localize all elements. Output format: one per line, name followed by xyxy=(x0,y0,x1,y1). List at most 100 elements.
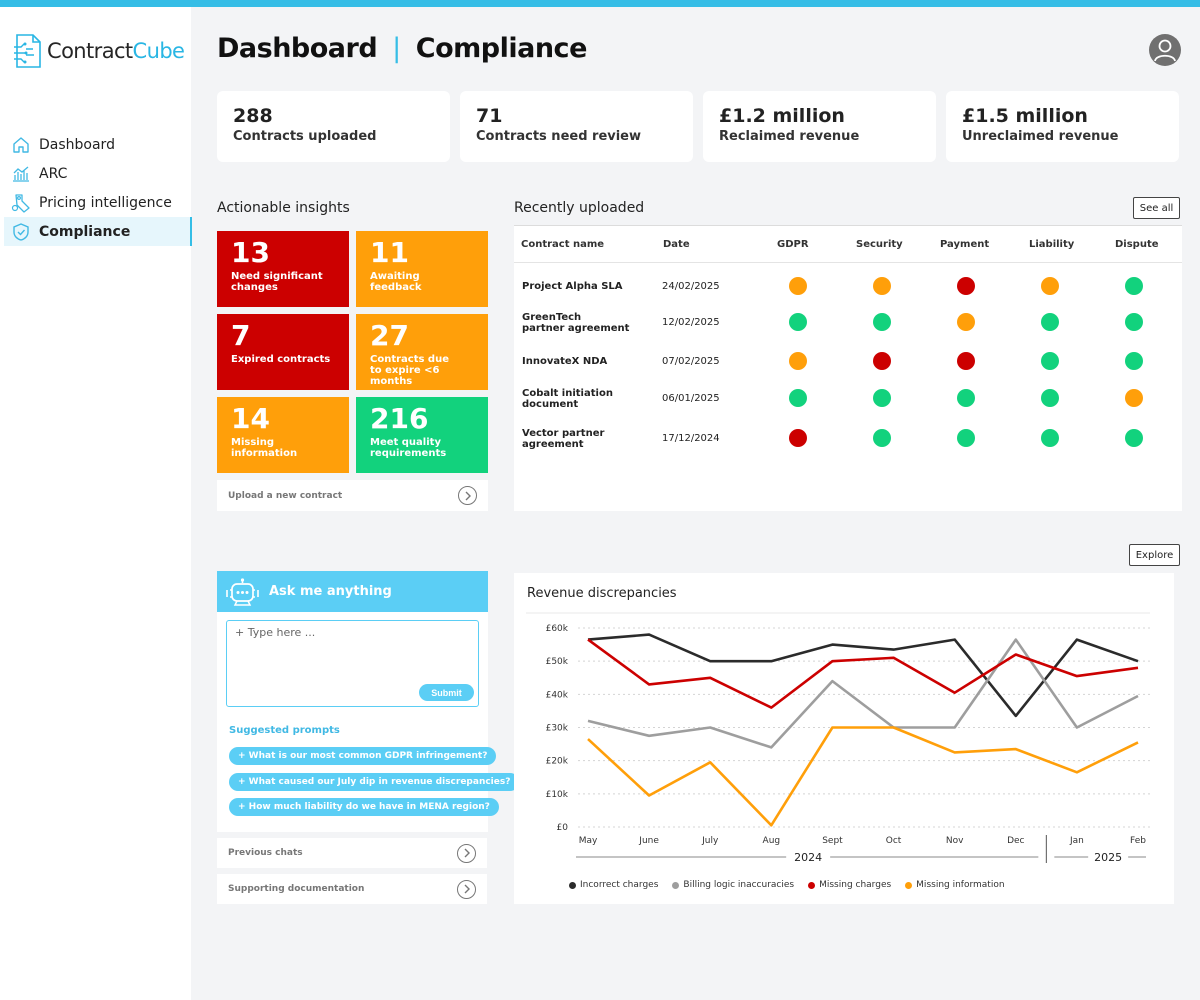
contract-name: Cobalt initiation document xyxy=(522,388,613,410)
x-tick-label: Aug xyxy=(763,836,781,846)
y-tick-label: £0 xyxy=(557,823,569,833)
sidebar-item-dashboard[interactable]: Dashboard xyxy=(0,130,191,159)
robot-icon xyxy=(226,577,259,606)
stat-card-contracts-uploaded[interactable]: 288 Contracts uploaded xyxy=(217,91,450,162)
recent-title: Recently uploaded xyxy=(514,200,645,216)
ask-header: Ask me anything xyxy=(217,571,488,612)
suggested-prompt-gdpr[interactable]: + What is our most common GDPR infringem… xyxy=(229,747,497,765)
column-header-payment: Payment xyxy=(940,239,990,250)
table-row[interactable]: Cobalt initiation document 06/01/2025 xyxy=(514,386,1182,410)
tile-value: 11 xyxy=(370,236,409,269)
x-tick-label: Nov xyxy=(946,836,964,846)
column-header-gdpr: GDPR xyxy=(777,239,809,250)
legend-item: Incorrect charges xyxy=(569,880,658,890)
table-row[interactable]: GreenTech partner agreement 12/02/2025 xyxy=(514,310,1182,334)
legend-label: Missing information xyxy=(916,880,1005,890)
legend-dot xyxy=(905,881,913,889)
legend-label: Billing logic inaccuracies xyxy=(683,880,795,890)
table-header-divider xyxy=(514,262,1182,263)
explore-button[interactable]: Explore xyxy=(1129,544,1180,566)
tile-label: Awaiting feedback xyxy=(370,271,422,293)
column-header-dispute: Dispute xyxy=(1115,239,1159,250)
y-tick-label: £30k xyxy=(546,724,569,734)
stat-card-contracts-need-review[interactable]: 71 Contracts need review xyxy=(460,91,693,162)
x-tick-label: Dec xyxy=(1007,836,1024,846)
stat-label: Contracts uploaded xyxy=(233,129,377,144)
supporting-documentation-link[interactable]: Supporting documentation xyxy=(217,874,487,904)
insight-tile-meet-quality[interactable]: 216 Meet quality requirements xyxy=(356,397,488,473)
insight-tile-awaiting-feedback[interactable]: 11 Awaiting feedback xyxy=(356,231,488,307)
see-all-button[interactable]: See all xyxy=(1133,197,1180,219)
upload-contract-link[interactable]: Upload a new contract xyxy=(217,480,488,511)
sidebar-nav: Dashboard ARC Pricing intelligence Compl… xyxy=(0,130,192,246)
y-tick-label: £10k xyxy=(546,790,569,800)
avatar[interactable] xyxy=(1149,34,1181,66)
chart-legend: Incorrect charges Billing logic inaccurac… xyxy=(569,880,1005,890)
status-dot-gdpr xyxy=(789,313,807,331)
suggested-prompt-july-dip[interactable]: + What caused our July dip in revenue di… xyxy=(229,773,520,791)
status-dot-security xyxy=(873,313,891,331)
suggested-prompts-title: Suggested prompts xyxy=(229,725,340,736)
top-accent-bar xyxy=(0,0,1200,7)
logo: ContractCube xyxy=(13,31,185,71)
stat-value: £1.5 million xyxy=(962,105,1088,127)
insight-tile-missing-information[interactable]: 14 Missing information xyxy=(217,397,349,473)
contract-name: GreenTech partner agreement xyxy=(522,312,630,334)
y-tick-label: £50k xyxy=(546,657,569,667)
status-dot-liability xyxy=(1041,389,1059,407)
tile-value: 216 xyxy=(370,402,429,435)
contract-date: 12/02/2025 xyxy=(662,317,720,328)
y-tick-label: £60k xyxy=(546,624,569,634)
ask-input-box: Submit xyxy=(226,620,479,707)
submit-button[interactable]: Submit xyxy=(419,684,474,701)
table-row[interactable]: Project Alpha SLA 24/02/2025 xyxy=(514,274,1182,298)
upload-contract-label: Upload a new contract xyxy=(228,490,343,501)
previous-chats-link[interactable]: Previous chats xyxy=(217,838,487,868)
page-title-main: Dashboard xyxy=(217,33,378,64)
sidebar-item-compliance[interactable]: Compliance xyxy=(4,217,192,246)
contract-name: InnovateX NDA xyxy=(522,356,608,367)
insight-tiles: 13 Need significant changes 11 Awaiting … xyxy=(217,231,488,473)
contract-date: 07/02/2025 xyxy=(662,356,720,367)
status-dot-dispute xyxy=(1125,429,1143,447)
revenue-chart-card: £0 £10k £20k £30k £40k £50k £60k May June July Aug… xyxy=(514,573,1174,904)
contract-name: Vector partner agreement xyxy=(522,428,605,450)
table-row[interactable]: InnovateX NDA 07/02/2025 xyxy=(514,349,1182,373)
x-tick-label: June xyxy=(638,836,659,846)
series-line-missing-charges xyxy=(587,638,1139,709)
sidebar-item-label: Dashboard xyxy=(39,136,115,153)
tile-label: Contracts due to expire <6 months xyxy=(370,354,449,387)
insight-tile-significant-changes[interactable]: 13 Need significant changes xyxy=(217,231,349,307)
status-dot-gdpr xyxy=(789,352,807,370)
year-label-2024: 2024 xyxy=(794,851,822,864)
suggested-prompt-mena-liability[interactable]: + How much liability do we have in MENA … xyxy=(229,798,499,816)
legend-dot xyxy=(808,881,816,889)
sidebar-item-arc[interactable]: ARC xyxy=(0,159,191,188)
user-icon xyxy=(1154,39,1176,62)
page-title-sub: Compliance xyxy=(415,33,588,64)
sidebar: ContractCube Dashboard ARC Pricing intel… xyxy=(0,7,192,1000)
tile-label: Expired contracts xyxy=(231,354,331,365)
supporting-documentation-label: Supporting documentation xyxy=(228,884,365,894)
chevron-right-icon xyxy=(457,879,476,899)
legend-dot xyxy=(569,881,576,889)
price-tag-icon xyxy=(11,193,30,213)
status-dot-liability xyxy=(1041,429,1059,447)
chart-title: Revenue discrepancies xyxy=(527,586,677,601)
previous-chats-label: Previous chats xyxy=(228,848,303,858)
status-dot-gdpr xyxy=(789,389,807,407)
tile-label: Meet quality requirements xyxy=(370,437,447,459)
stat-card-unreclaimed-revenue[interactable]: £1.5 million Unreclaimed revenue xyxy=(946,91,1179,162)
table-row[interactable]: Vector partner agreement 17/12/2024 xyxy=(514,426,1182,450)
stat-value: £1.2 million xyxy=(719,105,845,127)
table-top-divider xyxy=(514,225,1182,226)
contract-cube-logo-icon xyxy=(14,34,41,68)
column-header-contract-name: Contract name xyxy=(521,239,605,250)
stat-card-reclaimed-revenue[interactable]: £1.2 million Reclaimed revenue xyxy=(703,91,936,162)
sidebar-item-pricing-intelligence[interactable]: Pricing intelligence xyxy=(0,188,191,217)
tile-value: 27 xyxy=(370,319,409,352)
insight-tile-due-to-expire[interactable]: 27 Contracts due to expire <6 months xyxy=(356,314,488,390)
insight-tile-expired-contracts[interactable]: 7 Expired contracts xyxy=(217,314,349,390)
ask-input[interactable] xyxy=(235,626,470,639)
contract-date: 24/02/2025 xyxy=(662,281,720,292)
